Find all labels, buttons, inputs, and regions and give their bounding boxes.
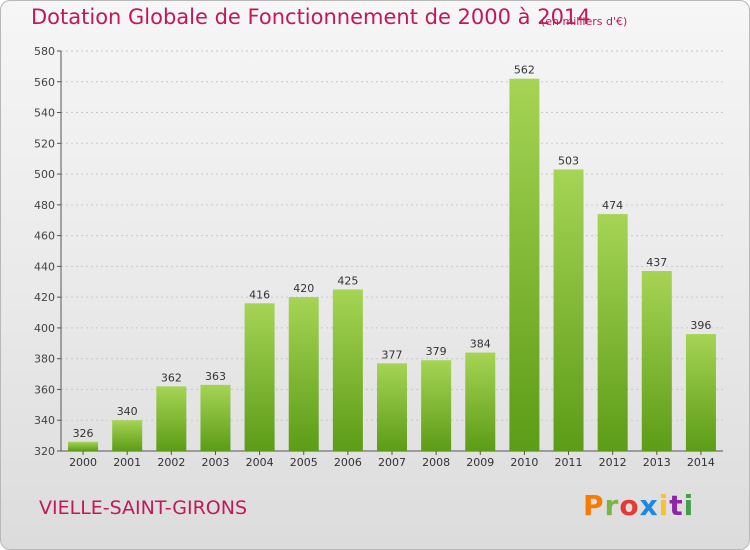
bar-2003 — [200, 384, 231, 451]
logo-letter: r — [604, 489, 620, 522]
value-label: 425 — [337, 274, 358, 287]
value-label: 377 — [382, 348, 403, 361]
value-label: 326 — [73, 427, 94, 440]
bar-2006 — [332, 289, 363, 451]
labels: 320 340 360 380 400 420 440 460 480 500 520 540 560 5… — [34, 45, 715, 469]
x-tick-label: 2003 — [201, 456, 229, 469]
value-label: 437 — [646, 256, 667, 269]
bar-2008 — [421, 360, 452, 451]
value-label: 420 — [293, 282, 314, 295]
chart-unit: (en milliers d'€) — [541, 15, 628, 28]
y-tick-label: 460 — [34, 230, 55, 243]
logo-letter: o — [619, 489, 640, 522]
value-label: 362 — [161, 371, 182, 384]
y-tick-label: 540 — [34, 107, 55, 120]
x-tick-label: 2011 — [555, 456, 583, 469]
y-tick-label: 320 — [34, 445, 55, 458]
y-tick-label: 580 — [34, 45, 55, 58]
bar-2002 — [156, 386, 187, 451]
value-label: 474 — [602, 199, 623, 212]
y-tick-label: 400 — [34, 322, 55, 335]
value-label: 379 — [426, 345, 447, 358]
y-tick-label: 380 — [34, 353, 55, 366]
logo-letter: t — [669, 489, 684, 522]
bar-2012 — [597, 214, 628, 451]
y-tick-label: 500 — [34, 168, 55, 181]
bar-2011 — [553, 169, 584, 451]
x-tick-label: 2002 — [157, 456, 185, 469]
x-tick-label: 2004 — [246, 456, 274, 469]
x-tick-label: 2000 — [69, 456, 97, 469]
value-label: 562 — [514, 64, 535, 77]
bars — [68, 78, 716, 451]
x-tick-label: 2014 — [687, 456, 715, 469]
bar-2009 — [465, 352, 496, 451]
value-label: 384 — [470, 338, 491, 351]
x-tick-label: 2008 — [422, 456, 450, 469]
proxiti-logo: Proxiti — [583, 489, 694, 522]
logo-letter: P — [583, 489, 605, 522]
value-label: 340 — [117, 405, 138, 418]
value-label: 396 — [690, 319, 711, 332]
x-tick-label: 2012 — [599, 456, 627, 469]
logo-letter: x — [639, 489, 659, 522]
commune-name: VIELLE-SAINT-GIRONS — [39, 497, 248, 519]
x-tick-label: 2001 — [113, 456, 141, 469]
bar-2014 — [685, 334, 716, 451]
y-tick-label: 480 — [34, 199, 55, 212]
value-label: 363 — [205, 370, 226, 383]
x-tick-label: 2005 — [290, 456, 318, 469]
x-tick-label: 2007 — [378, 456, 406, 469]
x-tick-label: 2009 — [466, 456, 494, 469]
y-tick-label: 340 — [34, 414, 55, 427]
y-tick-label: 520 — [34, 137, 55, 150]
bar-2010 — [509, 78, 540, 451]
y-tick-label: 560 — [34, 76, 55, 89]
bar-2013 — [641, 271, 672, 451]
bar-2007 — [376, 363, 408, 451]
bar-2001 — [112, 420, 143, 451]
y-tick-label: 440 — [34, 260, 55, 273]
x-tick-label: 2006 — [334, 456, 362, 469]
y-tick-label: 420 — [34, 291, 55, 304]
x-tick-label: 2013 — [643, 456, 671, 469]
bar-2005 — [288, 297, 319, 451]
value-label: 416 — [249, 288, 270, 301]
value-label: 503 — [558, 154, 579, 167]
logo-letter: i — [683, 489, 695, 522]
logo-letter: i — [658, 489, 670, 522]
bar-2000 — [68, 441, 99, 451]
y-tick-label: 360 — [34, 383, 55, 396]
x-tick-label: 2010 — [510, 456, 538, 469]
chart-title: Dotation Globale de Fonctionnement de 20… — [31, 5, 591, 29]
bar-2004 — [244, 303, 275, 451]
